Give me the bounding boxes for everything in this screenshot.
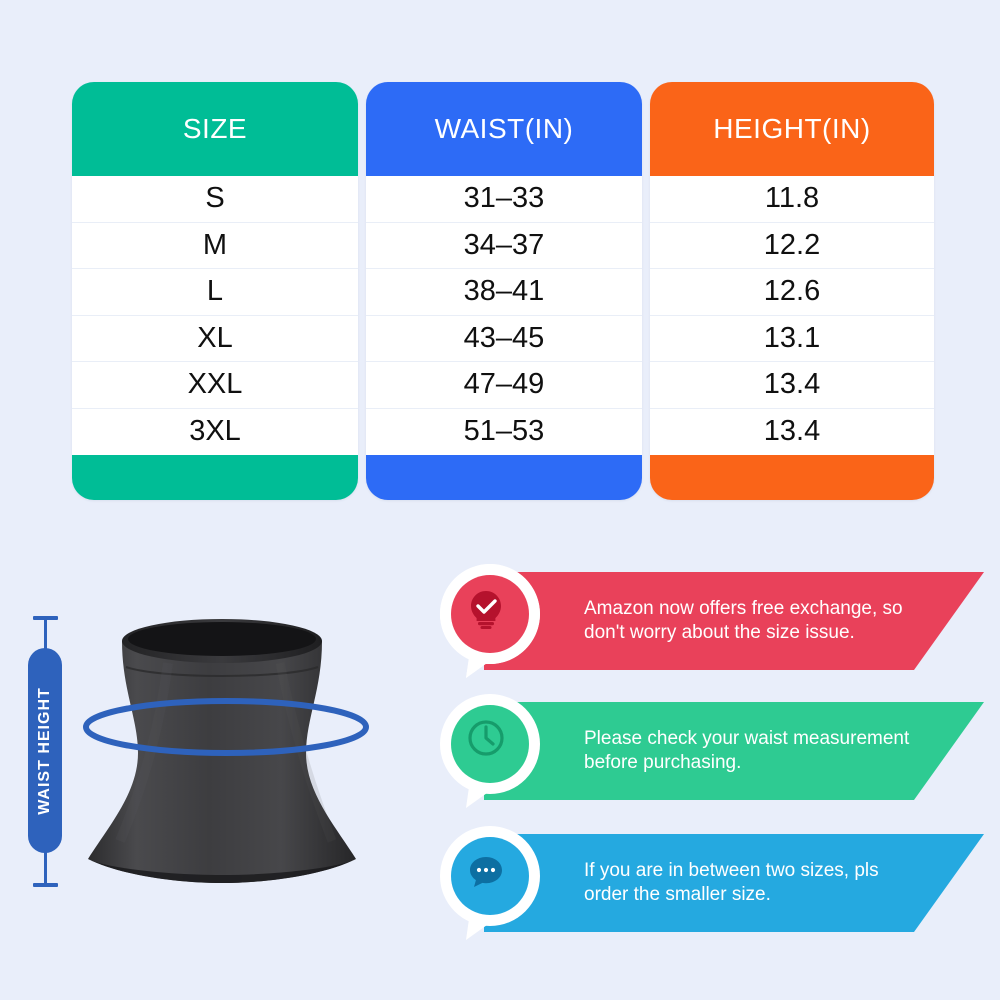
height-measure-stem-top (44, 618, 47, 652)
column-footer-waist (366, 462, 642, 500)
callout-text: Please check your waist measurement befo… (584, 727, 910, 773)
table-cell: S (72, 176, 358, 223)
product-diagram: WAIST (18, 575, 418, 975)
column-header-size: SIZE (182, 113, 248, 144)
waist-measure-ring (83, 698, 369, 756)
table-cell: M (72, 222, 358, 269)
lightbulb-check-icon (464, 586, 516, 638)
callout-banner: Please check your waist measurement befo… (484, 702, 984, 800)
height-measure-cap-bottom (33, 883, 58, 887)
waist-height-label-text: WAIST HEIGHT (36, 686, 53, 815)
column-header-waist: WAIST(IN) (434, 113, 574, 144)
table-cell: XXL (72, 362, 358, 409)
column-footer-size (72, 462, 358, 500)
table-cell: 34–37 (366, 222, 642, 269)
clock-icon (464, 716, 516, 768)
callout-text: Amazon now offers free exchange, so don'… (584, 597, 903, 643)
table-column-waist: WAIST(IN) 31–33 34–37 38–41 43–45 47–49 … (366, 82, 642, 500)
table-cell: 13.4 (650, 408, 934, 455)
table-cell: 13.1 (650, 315, 934, 362)
table-cell: 47–49 (366, 362, 642, 409)
table-cell: 38–41 (366, 269, 642, 316)
callout-item: Please check your waist measurement befo… (436, 690, 984, 812)
column-header-height: HEIGHT(IN) (713, 113, 871, 144)
column-footer-height (650, 462, 934, 500)
table-cell: XL (72, 315, 358, 362)
waist-height-label-pill: WAIST HEIGHT (28, 648, 62, 853)
column-body-size: S M L XL XXL 3XL (72, 176, 358, 462)
callout-text: If you are in between two sizes, pls ord… (584, 859, 879, 905)
table-cell: 13.4 (650, 362, 934, 409)
callout-badge (436, 690, 544, 812)
badge-pin-shape (440, 694, 540, 808)
table-cell: 31–33 (366, 176, 642, 223)
table-cell: 11.8 (650, 176, 934, 223)
callout-banner: If you are in between two sizes, pls ord… (484, 834, 984, 932)
table-cell: 12.2 (650, 222, 934, 269)
garment-body (88, 641, 356, 883)
table-cell: 3XL (72, 408, 358, 455)
callout-list: Amazon now offers free exchange, so don'… (436, 560, 984, 960)
table-column-height: HEIGHT(IN) 11.8 12.2 12.6 13.1 13.4 13.4 (650, 82, 934, 500)
garment-opening (128, 622, 316, 656)
callout-badge (436, 822, 544, 944)
callout-badge (436, 560, 544, 682)
table-cell: 43–45 (366, 315, 642, 362)
waist-trainer-illustration (83, 619, 369, 883)
callout-item: If you are in between two sizes, pls ord… (436, 822, 984, 944)
column-body-height: 11.8 12.2 12.6 13.1 13.4 13.4 (650, 176, 934, 462)
chat-bubble-icon (464, 848, 516, 900)
garment-stitch-line (125, 666, 319, 677)
table-cell: 12.6 (650, 269, 934, 316)
table-cell: L (72, 269, 358, 316)
table-column-size: SIZE S M L XL XXL 3XL (72, 82, 358, 500)
table-cell: 51–53 (366, 408, 642, 455)
garment-bottom-edge (88, 859, 356, 883)
size-chart-table: SIZE S M L XL XXL 3XL WAIST(IN) 31–33 34… (72, 82, 934, 500)
callout-item: Amazon now offers free exchange, so don'… (436, 560, 984, 682)
height-measure-stem-bottom (44, 849, 47, 885)
column-body-waist: 31–33 34–37 38–41 43–45 47–49 51–53 (366, 176, 642, 462)
callout-banner: Amazon now offers free exchange, so don'… (484, 572, 984, 670)
